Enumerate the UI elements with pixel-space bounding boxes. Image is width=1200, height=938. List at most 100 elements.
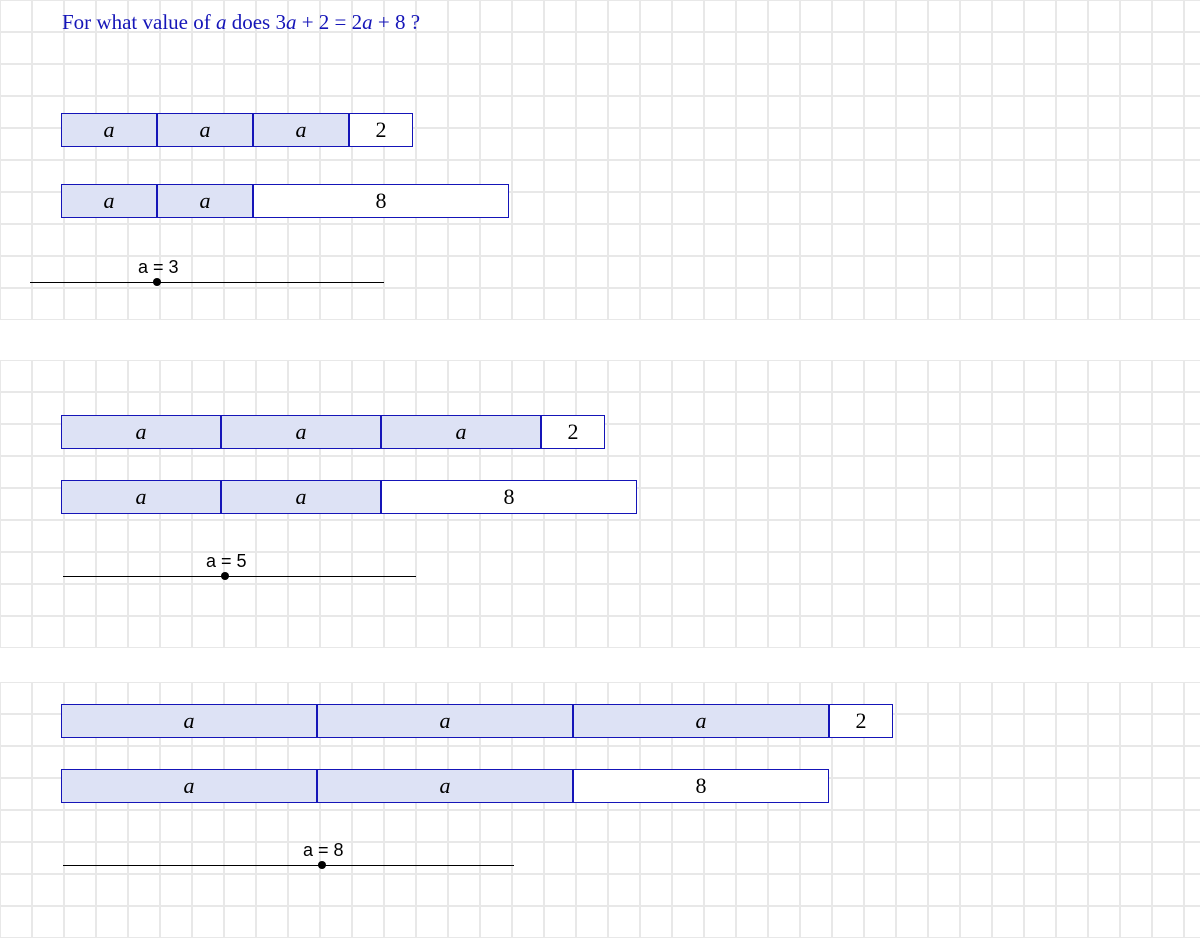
grid-cell [224, 906, 256, 938]
grid-cell [384, 810, 416, 842]
panelA-slider-handle[interactable] [153, 278, 161, 286]
grid-cell [544, 224, 576, 256]
grid-cell [576, 160, 608, 192]
panelC-slider-handle[interactable] [318, 861, 326, 869]
grid-cell [1024, 456, 1056, 488]
grid-cell [608, 160, 640, 192]
grid-cell [1184, 616, 1200, 648]
grid-cell [256, 64, 288, 96]
grid-cell [864, 584, 896, 616]
grid-cell [1184, 64, 1200, 96]
grid-cell [256, 906, 288, 938]
grid-cell [1152, 842, 1184, 874]
grid-cell [800, 488, 832, 520]
grid-cell [416, 874, 448, 906]
grid-cell [992, 256, 1024, 288]
panelA-slider-track[interactable] [30, 282, 384, 283]
grid-cell [1152, 616, 1184, 648]
grid-cell [96, 906, 128, 938]
grid-cell [0, 32, 32, 64]
grid-cell [96, 616, 128, 648]
grid-cell [1088, 224, 1120, 256]
grid-cell [544, 192, 576, 224]
grid-cell [480, 32, 512, 64]
grid-cell [32, 810, 64, 842]
grid-cell [1184, 456, 1200, 488]
grid-cell [640, 392, 672, 424]
grid-cell [960, 778, 992, 810]
grid-cell [192, 810, 224, 842]
grid-cell [192, 616, 224, 648]
grid-cell [32, 224, 64, 256]
grid-cell [960, 288, 992, 320]
grid-cell [832, 360, 864, 392]
grid-cell [672, 488, 704, 520]
grid-cell [640, 288, 672, 320]
grid-cell [1024, 224, 1056, 256]
grid-cell [992, 128, 1024, 160]
grid-cell [832, 488, 864, 520]
grid-cell [352, 360, 384, 392]
grid-cell [992, 616, 1024, 648]
grid-cell [384, 288, 416, 320]
grid-cell [960, 488, 992, 520]
grid-cell [704, 64, 736, 96]
grid-cell [1056, 224, 1088, 256]
grid-cell [608, 874, 640, 906]
grid-cell [864, 96, 896, 128]
grid-cell [672, 584, 704, 616]
grid-cell [1120, 616, 1152, 648]
grid-cell [1056, 424, 1088, 456]
grid-cell [864, 520, 896, 552]
grid-cell [576, 906, 608, 938]
grid-cell [320, 360, 352, 392]
grid-cell [768, 360, 800, 392]
grid-cell [1184, 682, 1200, 714]
grid-cell [1120, 810, 1152, 842]
grid-cell [160, 552, 192, 584]
grid-cell [896, 746, 928, 778]
grid-cell [384, 32, 416, 64]
grid-cell [480, 552, 512, 584]
grid-cell [64, 906, 96, 938]
grid-cell [384, 64, 416, 96]
grid-cell [416, 842, 448, 874]
grid-cell [224, 288, 256, 320]
panelB-slider-handle[interactable] [221, 572, 229, 580]
grid-cell [96, 32, 128, 64]
grid-cell [864, 424, 896, 456]
grid-cell [1056, 584, 1088, 616]
grid-cell [1120, 874, 1152, 906]
grid-cell [992, 488, 1024, 520]
grid-cell [352, 552, 384, 584]
grid-cell [320, 906, 352, 938]
grid-cell [192, 584, 224, 616]
grid-cell [320, 874, 352, 906]
grid-cell [96, 552, 128, 584]
grid-cell [608, 32, 640, 64]
grid-cell [32, 424, 64, 456]
grid-cell [992, 520, 1024, 552]
grid-cell [256, 874, 288, 906]
panelC-slider-track[interactable] [63, 865, 514, 866]
grid-cell [1056, 64, 1088, 96]
grid-cell [928, 360, 960, 392]
grid-cell [32, 128, 64, 160]
grid-cell [864, 224, 896, 256]
panelB-slider-track[interactable] [63, 576, 416, 577]
grid-cell [32, 392, 64, 424]
grid-cell [768, 520, 800, 552]
grid-cell [288, 552, 320, 584]
grid-cell [544, 842, 576, 874]
grid-cell [960, 360, 992, 392]
grid-cell [864, 456, 896, 488]
grid-cell [32, 616, 64, 648]
grid-cell [960, 256, 992, 288]
grid-cell [832, 616, 864, 648]
grid-cell [608, 0, 640, 32]
grid-cell [32, 552, 64, 584]
grid-cell [704, 160, 736, 192]
grid-cell [992, 160, 1024, 192]
grid-cell [416, 520, 448, 552]
grid-cell [32, 842, 64, 874]
